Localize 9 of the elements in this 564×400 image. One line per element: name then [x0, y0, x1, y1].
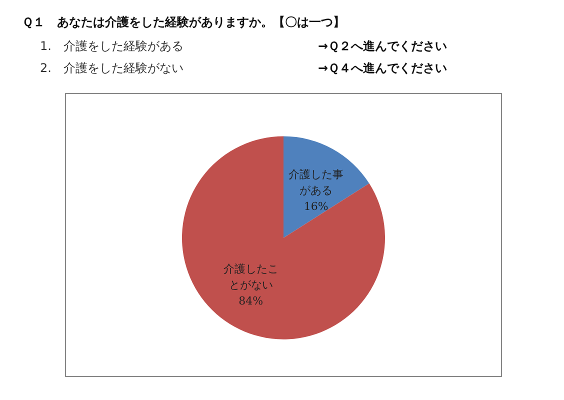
chart-title: Ｑ１ あなたは介護をした経験がありますか。【〇は一つ】	[22, 14, 345, 31]
slice-label: 介護したことがない	[223, 262, 278, 292]
data-label: 16%	[304, 200, 328, 214]
text: →Ｑ２へ進んでください	[318, 38, 448, 55]
data-label: 84%	[238, 294, 264, 308]
text: 1. 介護をした経験がある	[40, 38, 184, 55]
text: 2. 介護をした経験がない	[40, 60, 184, 77]
slice-label: 介護した事がある	[288, 168, 344, 198]
text: →Ｑ４へ進んでください	[318, 60, 448, 77]
